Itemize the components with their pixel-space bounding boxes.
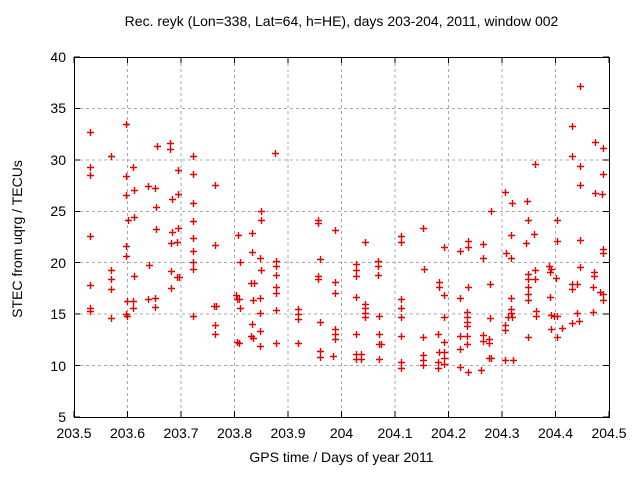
y-tick-label: 20 — [50, 254, 66, 271]
y-tick-label: 10 — [50, 357, 66, 374]
x-tick-label: 204.5 — [591, 425, 627, 441]
x-tick-label: 203.8 — [216, 425, 253, 441]
x-tick-label: 203.7 — [163, 425, 199, 441]
y-tick-label: 25 — [50, 203, 66, 220]
x-tick-label: 204.2 — [430, 425, 467, 441]
y-tick-label: 35 — [50, 100, 66, 117]
x-tick-label: 203.5 — [56, 425, 92, 441]
x-tick-label: 204.4 — [537, 425, 574, 441]
y-tick-label: 40 — [50, 49, 66, 65]
x-tick-label: 203.9 — [270, 425, 306, 441]
x-axis-label: GPS time / Days of year 2011 — [249, 449, 434, 465]
x-tick-label: 203.6 — [109, 425, 146, 441]
x-tick-label: 204 — [329, 425, 354, 441]
y-tick-label: 30 — [50, 151, 66, 168]
y-tick-label: 15 — [50, 306, 66, 323]
x-tick-label: 204.3 — [484, 425, 520, 441]
x-tick-label: 204.1 — [377, 425, 413, 441]
plot-frame — [74, 57, 610, 418]
scatter-points — [87, 83, 607, 376]
chart-title: Rec. reyk (Lon=338, Lat=64, h=HE), days … — [124, 13, 559, 29]
gridlines — [74, 57, 609, 417]
y-tick-label: 5 — [58, 409, 66, 425]
